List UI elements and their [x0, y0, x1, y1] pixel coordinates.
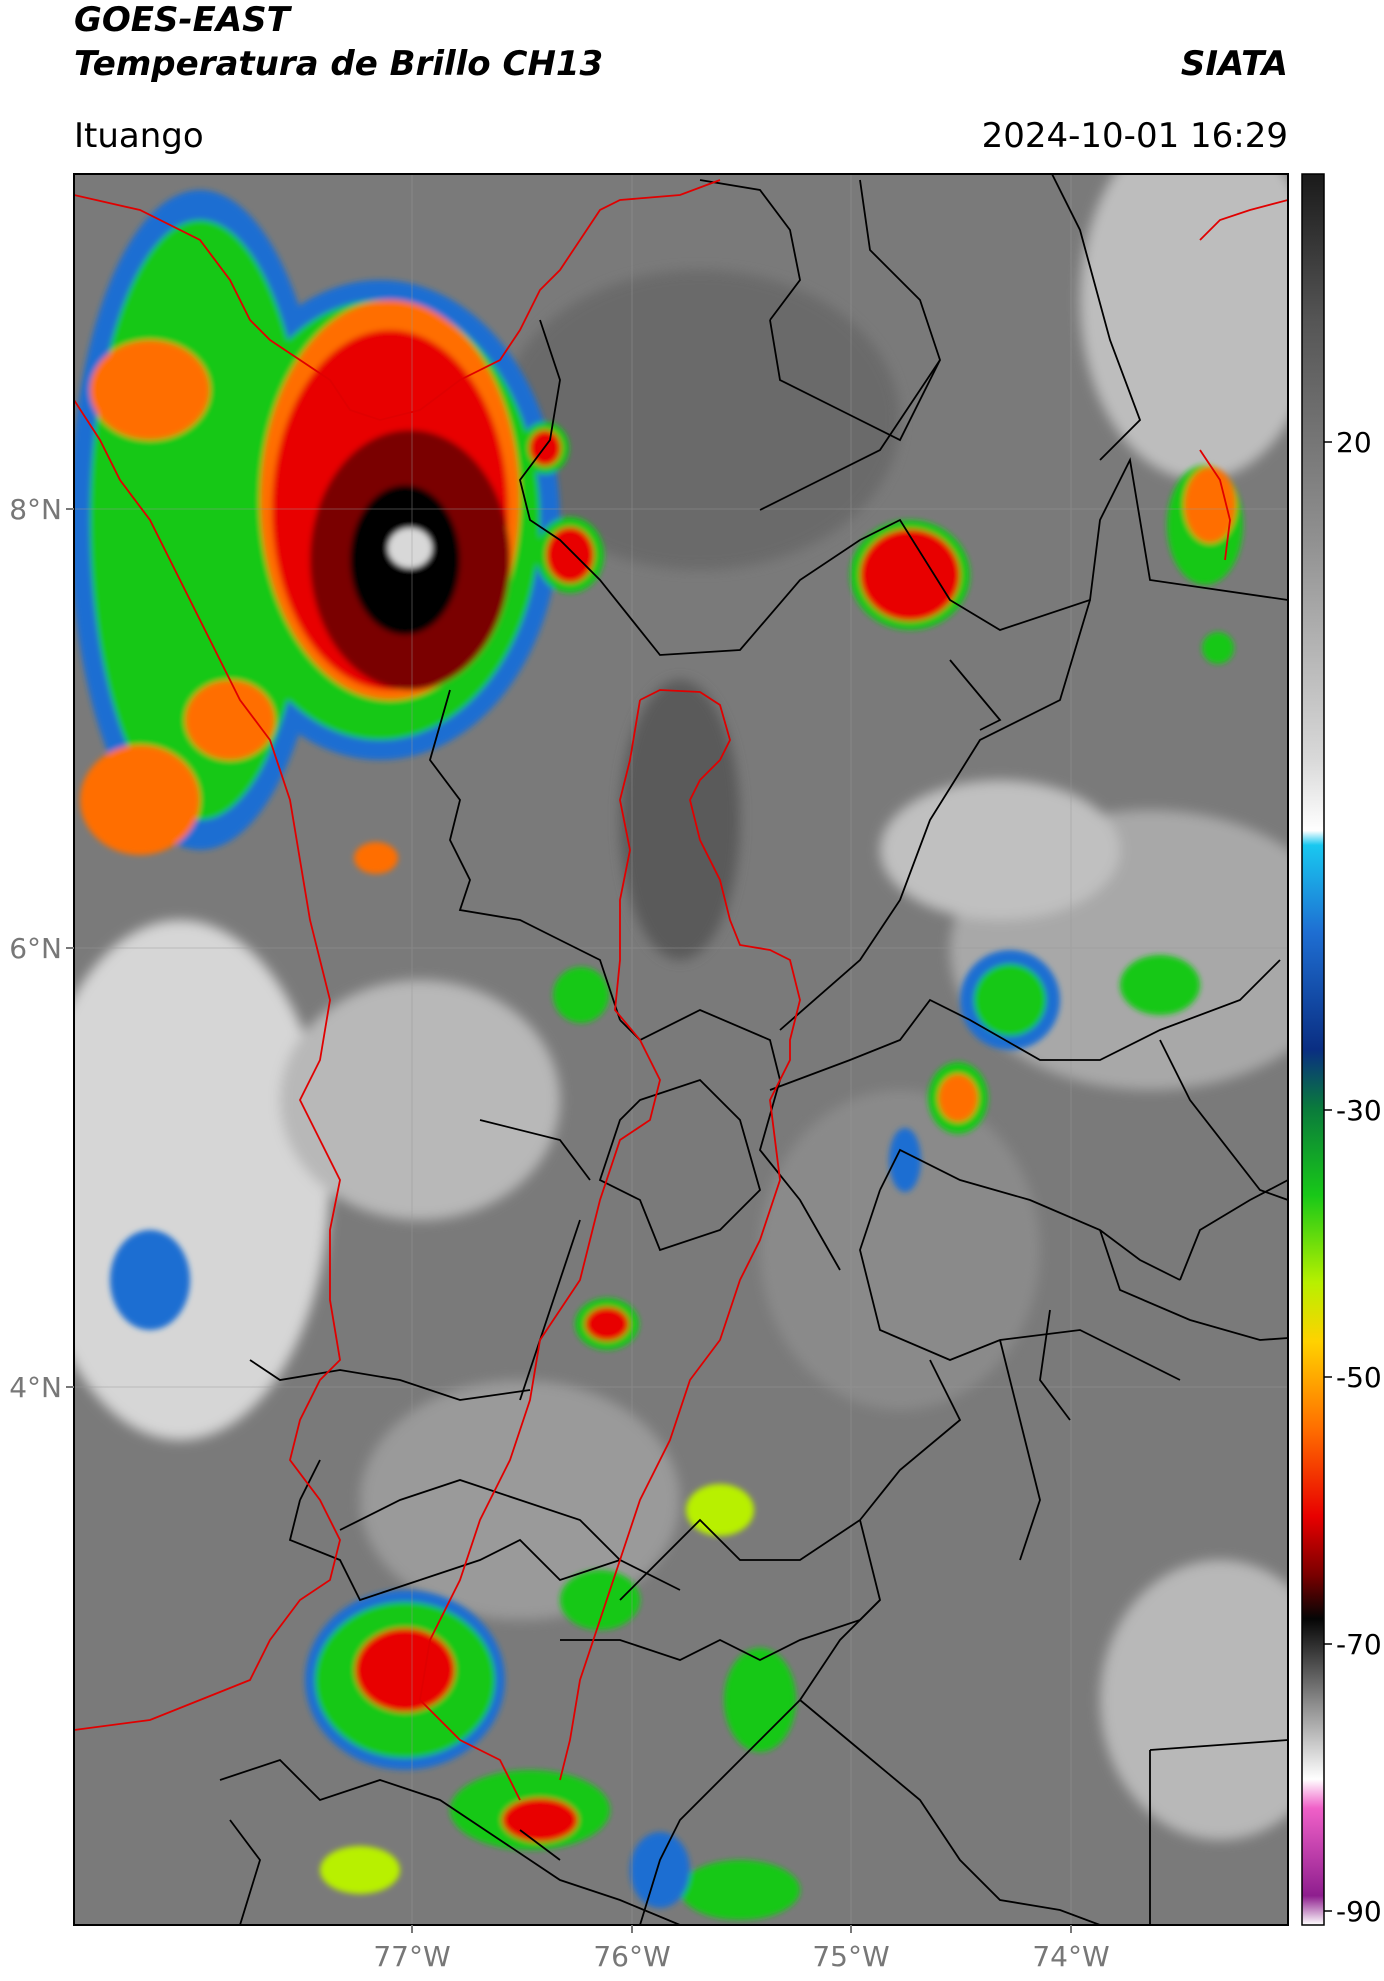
background-clouds — [74, 174, 1288, 1840]
graticule — [74, 174, 1288, 1925]
department-boundaries — [219, 174, 1288, 1925]
colorbar-tick-label: -30 — [1336, 1094, 1382, 1127]
map-image — [74, 174, 1288, 1925]
lat-label: 4°N — [9, 1371, 62, 1404]
colorbar-ticks — [1324, 441, 1332, 1912]
lat-label: 6°N — [9, 932, 62, 965]
lon-label: 75°W — [812, 1940, 889, 1973]
organization-label: SIATA — [1180, 44, 1288, 84]
lat-label: 8°N — [9, 493, 62, 526]
colorbar-tick-label: -70 — [1336, 1628, 1382, 1661]
title-line-2: Temperatura de Brillo CH13 — [74, 44, 604, 84]
colorbar-tick-label: 20 — [1336, 426, 1372, 459]
datetime-label: 2024-10-01 16:29 — [981, 116, 1288, 156]
colorbar-tick-label: -90 — [1336, 1895, 1382, 1928]
map-frame — [73, 173, 1289, 1926]
colorbar — [1301, 173, 1325, 1926]
title-line-1: GOES-EAST — [74, 0, 290, 40]
axis-ticks — [66, 508, 1072, 1933]
lon-label: 76°W — [593, 1940, 670, 1973]
colorbar-tick-label: -50 — [1336, 1361, 1382, 1394]
lon-label: 74°W — [1032, 1940, 1109, 1973]
location-label: Ituango — [74, 116, 204, 156]
region-boundaries — [74, 179, 1288, 1801]
convective-cells — [74, 190, 1243, 1920]
lon-label: 77°W — [373, 1940, 450, 1973]
